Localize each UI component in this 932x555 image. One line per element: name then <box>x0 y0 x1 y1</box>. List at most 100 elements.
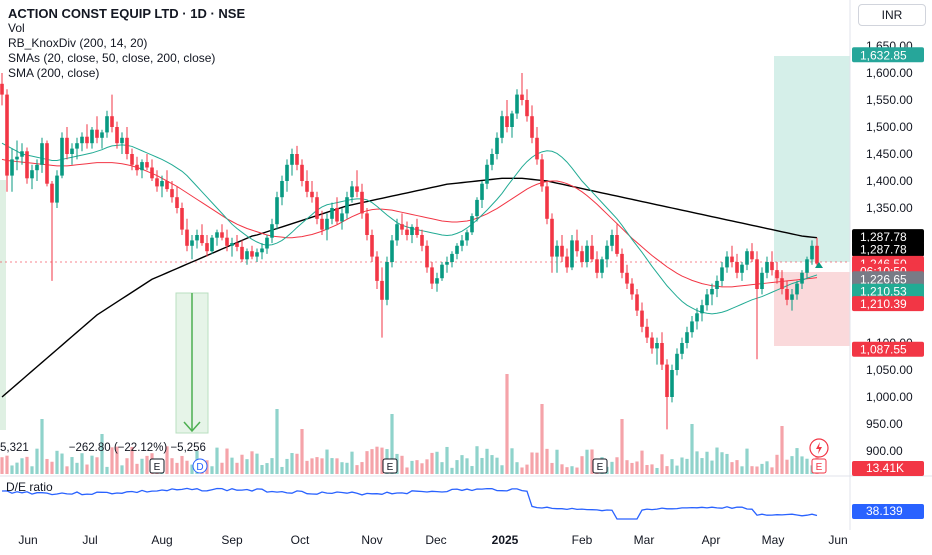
volume-bar <box>25 456 29 474</box>
price-label-box <box>852 341 924 357</box>
lightning-icon[interactable] <box>809 438 829 458</box>
currency-button[interactable]: INR <box>858 4 926 26</box>
volume-bar <box>635 461 639 474</box>
volume-bar <box>335 458 339 474</box>
candle-body <box>45 143 49 184</box>
candle-body <box>570 240 574 268</box>
volume-bar <box>590 449 594 474</box>
volume-bar <box>540 404 544 474</box>
volume-bar <box>370 449 374 474</box>
volume-bar <box>280 466 284 474</box>
candle-body <box>790 294 794 300</box>
candlesticks[interactable] <box>0 73 819 430</box>
candle-body <box>370 235 374 257</box>
volume-bar <box>780 426 784 474</box>
oscillator-value-box <box>852 504 924 519</box>
indicator-vol[interactable]: Vol <box>8 21 25 35</box>
dividend-marker: D <box>192 458 208 474</box>
candle-body <box>720 267 724 281</box>
symbol-title[interactable]: ACTION CONST EQUIP LTD · 1D · NSE <box>8 6 246 21</box>
candle-body <box>430 267 434 284</box>
volume-bar <box>405 467 409 474</box>
volume-bar <box>345 462 349 474</box>
x-tick-label: Sep <box>221 533 243 547</box>
volume-bar <box>750 466 754 474</box>
volume-bars <box>0 374 819 474</box>
indicator-sma200[interactable]: SMA (200, close) <box>8 66 100 80</box>
candle-body <box>270 224 274 238</box>
volume-bar <box>95 457 99 474</box>
candle-body <box>765 262 769 273</box>
price-scale[interactable]: 1,650.001,600.001,550.001,500.001,450.00… <box>866 39 913 458</box>
candle-body <box>635 294 639 311</box>
candle-body <box>585 245 589 262</box>
candle-body <box>680 343 684 354</box>
volume-bar <box>415 460 419 474</box>
volume-bar <box>365 451 369 474</box>
candle-body <box>640 310 644 327</box>
candle-body <box>70 148 74 154</box>
marker-box <box>811 458 827 474</box>
time-scale[interactable]: Jun Jul Aug Sep Oct Nov Dec 2025 Feb Mar Apr May Jun <box>18 533 847 547</box>
volume-bar <box>690 424 694 474</box>
indicator-knoxdiv[interactable]: RB_KnoxDiv (200, 14, 20) <box>8 36 148 50</box>
candle-body <box>485 164 489 184</box>
candle-body <box>710 289 714 295</box>
candle-body <box>780 278 784 289</box>
measure-right-value: −5,256 <box>170 442 206 454</box>
volume-bar <box>100 434 104 474</box>
candle-body <box>530 116 534 138</box>
candle-body <box>620 253 624 273</box>
y-tick-label: 1,500.00 <box>866 120 913 134</box>
candle-body <box>110 116 114 127</box>
volume-bar <box>745 448 749 474</box>
volume-bar <box>170 458 174 474</box>
volume-bar <box>755 466 759 474</box>
volume-bar <box>610 461 614 474</box>
volume-bar <box>55 450 59 474</box>
candle-body <box>40 143 44 165</box>
volume-bar <box>710 460 714 474</box>
price-label-text: 1,287.78 <box>860 243 907 257</box>
volume-bar <box>140 458 144 474</box>
volume-bar <box>465 458 469 474</box>
volume-bar <box>90 455 94 474</box>
candle-body <box>125 137 129 154</box>
indicator-smas[interactable]: SMAs (20, close, 50, close, 200, close) <box>8 51 216 65</box>
volume-bar <box>445 446 449 474</box>
volume-bar <box>640 450 644 474</box>
volume-bar <box>740 466 744 474</box>
candle-body <box>85 136 89 144</box>
candle-body <box>20 151 24 157</box>
volume-bar <box>560 464 564 474</box>
marker-circle <box>192 458 208 474</box>
y-tick-label: 1,000.00 <box>866 390 913 404</box>
x-tick-label: 2025 <box>492 533 519 547</box>
y-tick-label: 1,450.00 <box>866 147 913 161</box>
candle-body <box>670 370 674 397</box>
volume-label-text: 13.41K <box>866 461 904 475</box>
volume-bar <box>85 464 89 474</box>
volume-bar <box>35 448 39 474</box>
candle-body <box>715 280 719 289</box>
candle-body <box>320 218 324 230</box>
candle-body <box>415 226 419 235</box>
volume-bar <box>350 451 354 474</box>
volume-bar <box>770 467 774 474</box>
volume-bar <box>525 464 529 474</box>
marker-text: E <box>387 462 394 473</box>
candle-body <box>520 94 524 100</box>
candle-body <box>590 245 594 260</box>
volume-bar <box>575 467 579 474</box>
volume-bar <box>320 458 324 474</box>
candle-body <box>75 143 79 149</box>
candle-body <box>265 237 269 249</box>
volume-bar <box>325 449 329 474</box>
volume-bar <box>515 462 519 474</box>
candle-body <box>105 116 109 133</box>
y-tick-label: 1,350.00 <box>866 201 913 215</box>
volume-bar <box>720 452 724 474</box>
